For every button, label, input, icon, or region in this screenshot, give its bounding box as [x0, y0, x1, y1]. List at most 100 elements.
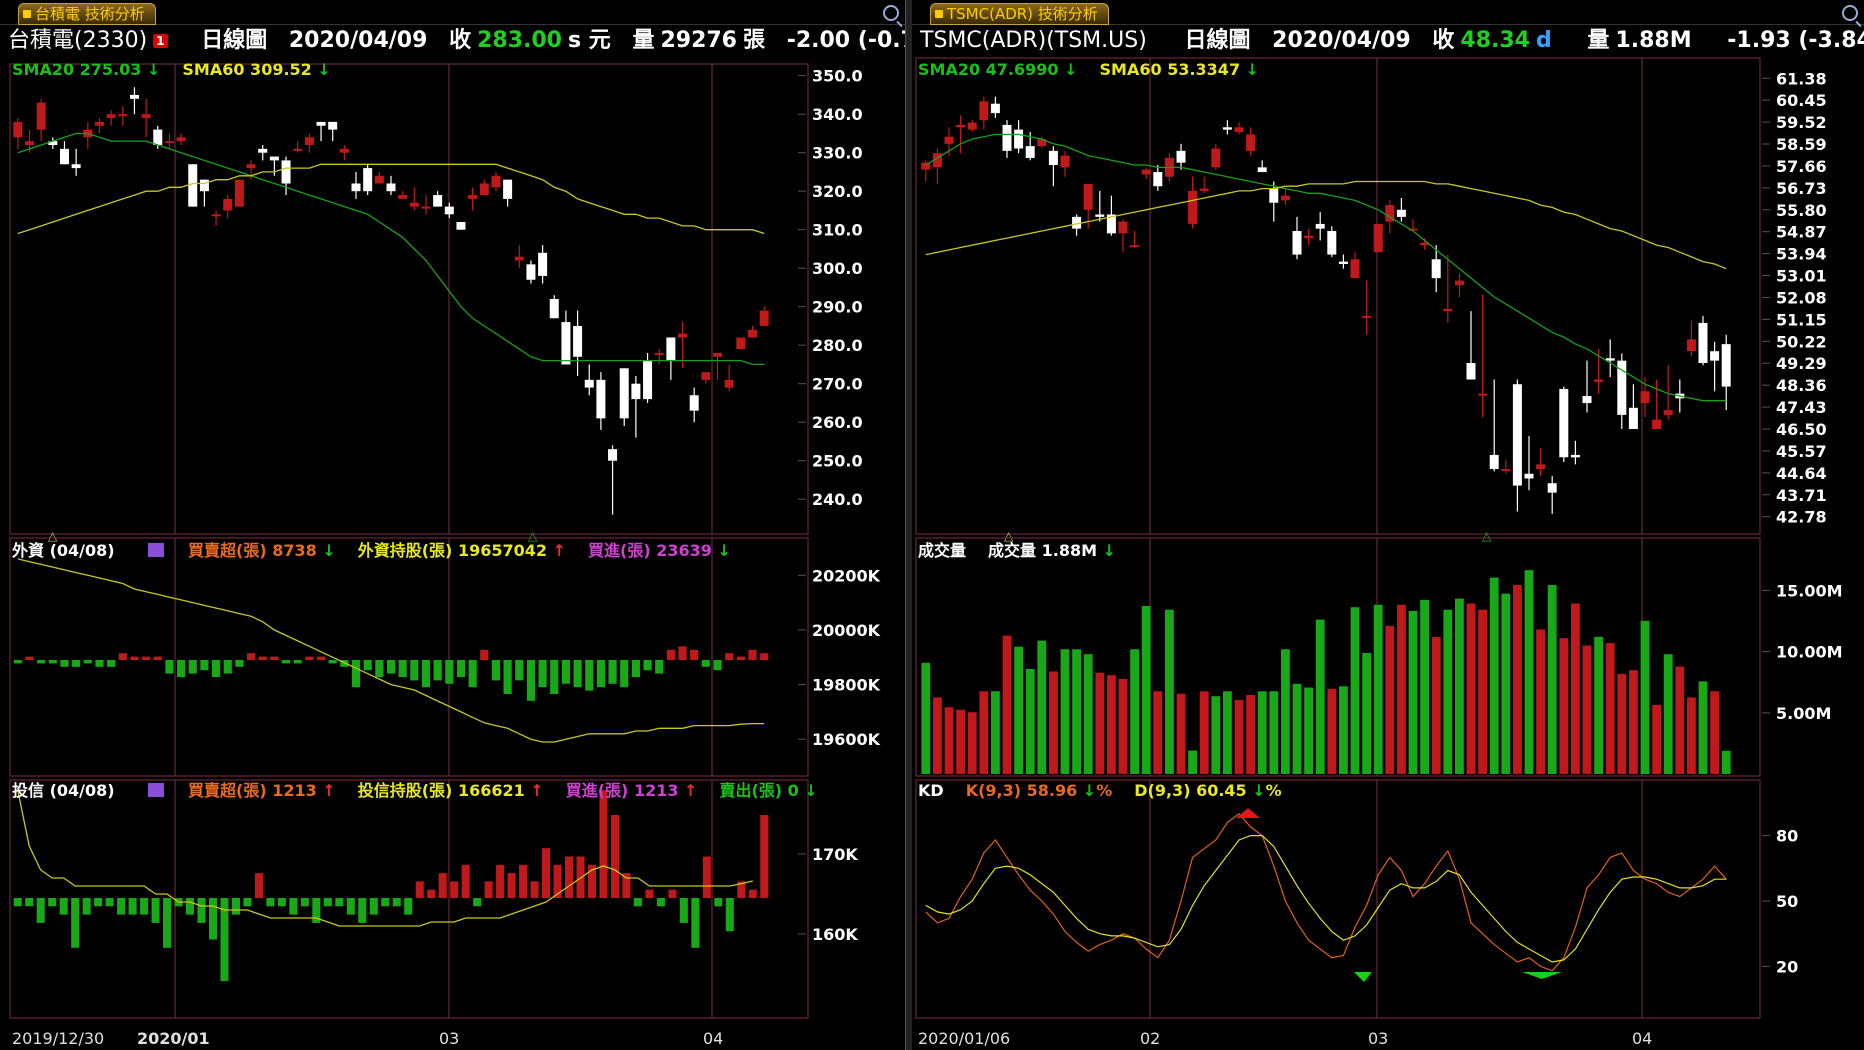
price-candle: [421, 206, 431, 209]
price-candle: [1373, 223, 1383, 253]
sma-legend-item: SMA20 47.6990: [918, 60, 1059, 79]
price-candle: [1570, 454, 1580, 458]
volume-bar: [1246, 694, 1256, 774]
price-candle: [281, 160, 291, 184]
trust-bar: [128, 898, 137, 915]
volume-bar: [1095, 672, 1105, 774]
volume-bar: [1292, 683, 1302, 774]
foreign-bar: [118, 653, 127, 660]
foreign-bar: [760, 653, 769, 660]
price-candle: [956, 124, 966, 128]
trust-bar: [358, 898, 367, 923]
price-candle: [363, 168, 373, 192]
price-candle: [246, 164, 256, 169]
foreign-bar: [620, 660, 629, 688]
price-candle: [1640, 391, 1650, 404]
price-candle: [1257, 167, 1267, 173]
trust-bar: [656, 898, 665, 907]
trust-bar: [404, 898, 413, 915]
trust-bar: [737, 881, 746, 898]
volume-bar: [1686, 697, 1696, 774]
volume-bar: [1025, 669, 1035, 774]
price-candle: [1385, 205, 1395, 222]
left-tab[interactable]: 台積電 技術分析: [18, 3, 156, 25]
price-candle: [1478, 393, 1488, 396]
volume-bar: [1652, 704, 1662, 774]
price-candle: [1420, 242, 1430, 246]
trust-bar: [587, 864, 597, 898]
price-candle: [199, 179, 209, 192]
marker-icon: △: [1482, 529, 1492, 543]
x-axis-label: 2020/01/06: [918, 1029, 1010, 1048]
price-candle: [234, 179, 244, 207]
volume-bar: [1164, 609, 1174, 774]
price-candle: [1083, 183, 1093, 210]
price-candle: [258, 148, 268, 153]
zoom-icon[interactable]: [883, 5, 899, 21]
price-candle: [293, 148, 303, 151]
price-candle: [71, 164, 81, 169]
foreign-bar: [608, 660, 617, 684]
trust-bar: [151, 898, 160, 923]
price-candle: [990, 103, 1000, 114]
trust-bar: [519, 864, 528, 898]
price-candle: [386, 183, 396, 192]
foreign-legend-item: 外資持股(張): [357, 541, 453, 560]
foreign-legend-item: 23639: [651, 541, 712, 560]
price-candle: [1512, 384, 1522, 486]
price-candle: [1466, 363, 1476, 380]
volume-bar: [1466, 603, 1476, 774]
trust-bar: [668, 889, 677, 898]
price-candle: [967, 122, 977, 130]
price-candle: [1153, 172, 1163, 187]
left-window: 台積電 技術分析 台積電(2330) 1 日線圖 2020/04/09 收 283.…: [0, 0, 963, 1050]
trust-bar: [610, 815, 619, 898]
volume-bar: [1420, 599, 1430, 774]
trust-legend-item: ↑: [678, 781, 697, 800]
volume-bar: [1257, 691, 1267, 774]
period-label[interactable]: 日線圖: [201, 28, 268, 53]
trust-bar: [82, 898, 91, 915]
trust-panel-frame: [9, 779, 809, 1019]
volume-bar: [1315, 619, 1325, 774]
volume-bar: [1443, 609, 1453, 774]
price-candle: [921, 162, 931, 170]
alert-badge[interactable]: 1: [153, 34, 168, 48]
trust-bar: [702, 856, 711, 898]
foreign-title-legend-item: 外資 (04/08): [11, 541, 115, 560]
period-label[interactable]: 日線圖: [1184, 28, 1251, 53]
price-candle: [1176, 150, 1186, 163]
foreign-bar: [223, 660, 232, 674]
trust-legend-item: 1213: [267, 781, 317, 800]
price-candle: [1246, 134, 1256, 151]
price-candle: [304, 137, 314, 145]
trust-bar: [530, 881, 539, 898]
foreign-bar: [503, 660, 512, 694]
volume-legend-item: ↓: [1097, 541, 1116, 560]
volume-bar: [1489, 577, 1499, 774]
foreign-legend-item: ↓: [317, 541, 336, 560]
volume-bar: [932, 697, 942, 774]
volume-bar: [1605, 643, 1615, 774]
trust-bar: [427, 889, 436, 898]
trust-legend-item: 投信持股(張): [358, 781, 453, 800]
volume-panel-frame: [915, 537, 1761, 777]
price-candle: [1338, 261, 1348, 264]
volume-bar: [1048, 671, 1058, 774]
kd-panel-frame: [915, 779, 1761, 1019]
foreign-legend-item: 19657042: [452, 541, 547, 560]
zoom-icon[interactable]: [1842, 5, 1858, 21]
foreign-bar: [328, 660, 337, 664]
foreign-bar: [165, 660, 174, 674]
trust-bar: [346, 898, 355, 915]
foreign-bar: [725, 653, 734, 660]
price-candle: [666, 337, 676, 361]
volume-bar: [1675, 666, 1685, 774]
right-tab[interactable]: TSMC(ADR) 技術分析: [930, 3, 1109, 25]
price-candle: [701, 372, 711, 380]
volume-bar: [1106, 675, 1116, 774]
sma-legend-item: ↓: [141, 60, 160, 79]
trust-bar: [36, 898, 45, 923]
volume-bar: [921, 662, 931, 774]
price-candle: [223, 198, 233, 211]
